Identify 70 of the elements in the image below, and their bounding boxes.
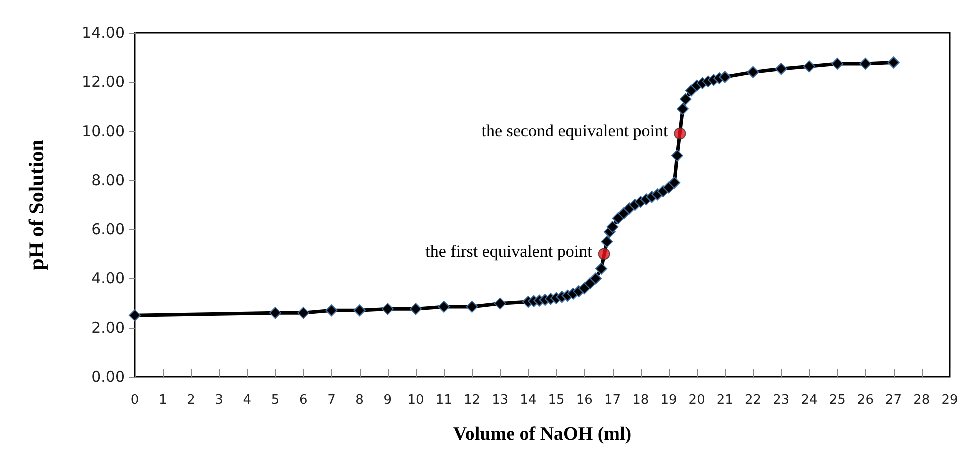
y-tick-label: 0.00 (92, 368, 125, 386)
y-tick-label: 14.00 (82, 24, 125, 42)
point (601, 236, 614, 248)
y-tick-label: 4.00 (92, 270, 125, 288)
point (775, 63, 788, 76)
x-tick-label: 4 (243, 393, 252, 408)
x-tick-label: 2 (187, 393, 196, 408)
point (747, 66, 760, 78)
y-axis-title: pH of Solution (24, 139, 48, 270)
point (270, 307, 282, 320)
point (354, 304, 366, 317)
x-tick-label: 8 (356, 393, 364, 408)
point (326, 304, 338, 317)
x-axis-title: Volume of NaOH (ml) (453, 424, 632, 445)
x-tick-label: 17 (604, 393, 622, 408)
x-tick-label: 28 (914, 393, 930, 408)
y-tick-label: 10.00 (82, 122, 125, 140)
x-tick-label: 21 (716, 393, 734, 408)
point (466, 300, 478, 313)
x-tick-label: 24 (801, 393, 818, 408)
y-tick-label: 6.00 (92, 220, 125, 239)
annotation: the first equivalent point (426, 242, 593, 262)
x-tick-label: 11 (436, 393, 452, 408)
point (677, 103, 690, 116)
x-tick-label: 1 (158, 393, 168, 408)
x-tick-label: 9 (384, 393, 392, 408)
x-tick-label: 22 (745, 393, 762, 408)
point (832, 58, 844, 70)
point (680, 93, 692, 106)
point (674, 128, 686, 140)
point (671, 150, 684, 162)
point (410, 303, 422, 316)
point (888, 56, 900, 69)
x-tick-label: 19 (660, 393, 678, 408)
x-tick-label: 14 (520, 393, 537, 408)
x-tick-label: 15 (548, 393, 565, 408)
y-tick-label: 8.00 (92, 171, 125, 190)
x-tick-label: 12 (464, 393, 481, 408)
x-tick-label: 25 (829, 393, 846, 408)
y-tick-label: 12.00 (82, 73, 125, 92)
x-tick-label: 6 (299, 393, 308, 408)
x-tick-label: 27 (886, 393, 902, 408)
x-tick-label: 10 (408, 393, 424, 408)
y-tick-label: 2.00 (92, 318, 125, 337)
x-tick-label: 23 (773, 393, 790, 408)
x-tick-label: 20 (688, 393, 706, 408)
point (860, 58, 872, 70)
x-tick-label: 0 (130, 393, 140, 408)
x-tick-label: 13 (492, 393, 509, 408)
point (719, 71, 732, 84)
point (590, 272, 602, 285)
point (438, 300, 450, 313)
x-tick-label: 16 (576, 393, 593, 408)
point (668, 176, 681, 189)
point (685, 84, 698, 97)
x-tick-label: 5 (271, 393, 280, 408)
x-tick-label: 7 (328, 393, 336, 408)
point (382, 303, 394, 316)
point (606, 221, 619, 234)
x-tick-label: 18 (632, 393, 650, 408)
x-tick-label: 26 (857, 393, 874, 408)
x-tick-label: 3 (215, 393, 224, 408)
point (129, 310, 141, 322)
point (494, 298, 506, 310)
point (803, 60, 816, 73)
point (596, 262, 608, 275)
x-tick-label: 29 (942, 393, 958, 408)
annotation: the second equivalent point (482, 122, 668, 141)
point (298, 307, 310, 320)
point (598, 248, 610, 260)
